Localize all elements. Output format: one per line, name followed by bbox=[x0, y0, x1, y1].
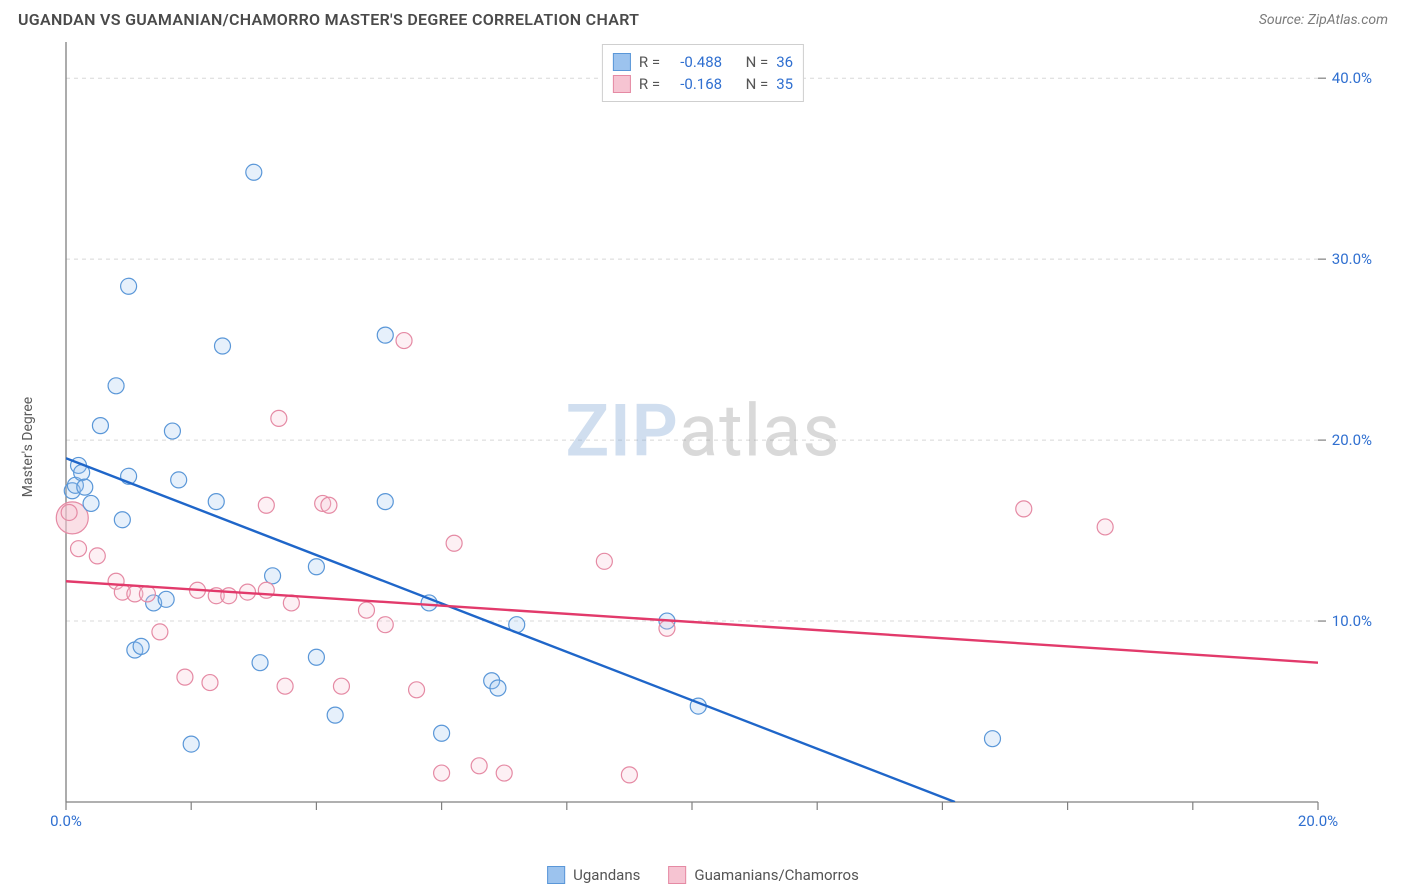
swatch-ugandans bbox=[613, 53, 631, 71]
r-label: R = bbox=[639, 53, 660, 71]
source-attribution: Source: ZipAtlas.com bbox=[1259, 12, 1388, 28]
legend-item-guamanians: Guamanians/Chamorros bbox=[668, 866, 858, 884]
y-tick-label: 20.0% bbox=[1332, 431, 1372, 449]
r-value-guamanians: -0.168 bbox=[668, 75, 722, 93]
x-tick-label: 0.0% bbox=[50, 812, 82, 830]
n-value-guamanians: 35 bbox=[776, 75, 793, 93]
legend-row-guamanians: R = -0.168 N = 35 bbox=[613, 73, 793, 95]
legend-label-guamanians: Guamanians/Chamorros bbox=[694, 866, 858, 884]
swatch-guamanians bbox=[668, 866, 686, 884]
x-tick-label: 20.0% bbox=[1298, 812, 1338, 830]
chart-header: UGANDAN VS GUAMANIAN/CHAMORRO MASTER'S D… bbox=[0, 0, 1406, 35]
y-tick-label: 10.0% bbox=[1332, 612, 1372, 630]
series-legend: Ugandans Guamanians/Chamorros bbox=[547, 866, 859, 884]
swatch-guamanians bbox=[613, 75, 631, 93]
chart-area: Master's Degree ZIPatlas 10.0%20.0%30.0%… bbox=[18, 42, 1388, 852]
correlation-legend: R = -0.488 N = 36 R = -0.168 N = 35 bbox=[602, 44, 804, 102]
source-name: ZipAtlas.com bbox=[1308, 12, 1388, 28]
legend-row-ugandans: R = -0.488 N = 36 bbox=[613, 51, 793, 73]
n-label: N = bbox=[746, 75, 769, 93]
legend-item-ugandans: Ugandans bbox=[547, 866, 640, 884]
y-axis-label: Master's Degree bbox=[20, 397, 36, 497]
source-prefix: Source: bbox=[1259, 12, 1308, 28]
y-tick-label: 30.0% bbox=[1332, 250, 1372, 268]
r-label: R = bbox=[639, 75, 660, 93]
chart-title: UGANDAN VS GUAMANIAN/CHAMORRO MASTER'S D… bbox=[18, 10, 639, 29]
r-value-ugandans: -0.488 bbox=[668, 53, 722, 71]
y-tick-label: 40.0% bbox=[1332, 69, 1372, 87]
legend-label-ugandans: Ugandans bbox=[573, 866, 640, 884]
swatch-ugandans bbox=[547, 866, 565, 884]
n-value-ugandans: 36 bbox=[776, 53, 793, 71]
n-label: N = bbox=[746, 53, 769, 71]
scatter-chart bbox=[18, 42, 1388, 852]
